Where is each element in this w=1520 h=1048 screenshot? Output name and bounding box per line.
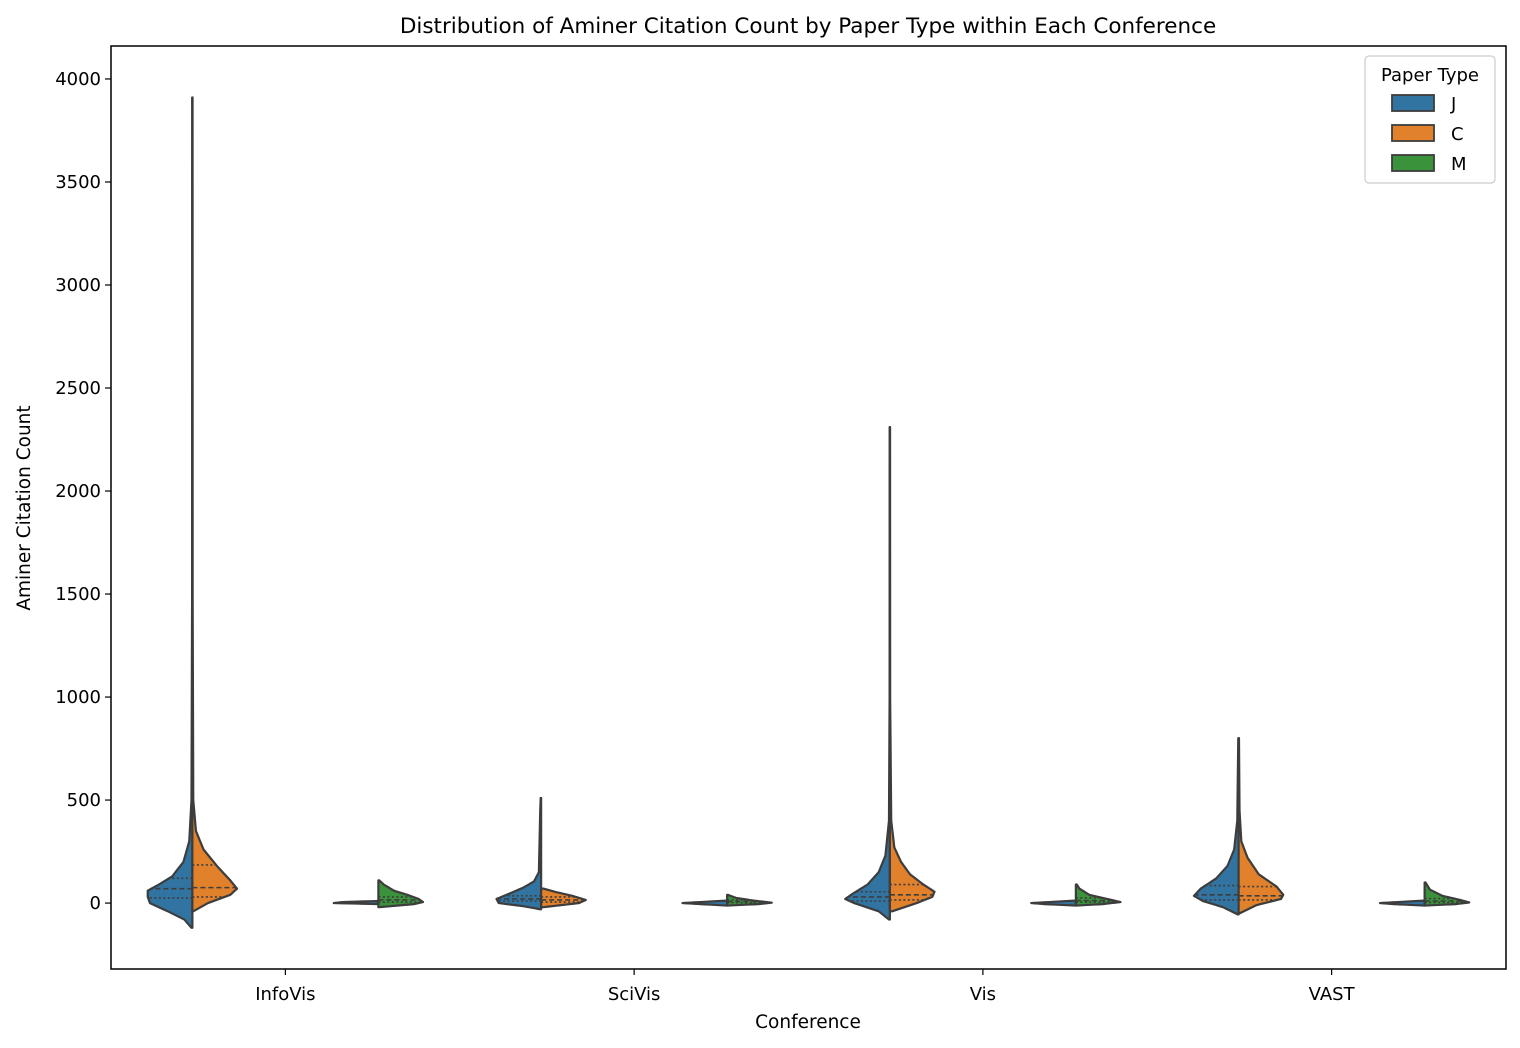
violin-half-j [1192,737,1240,916]
y-tick-label: 500 [67,790,101,811]
violin-half-j [146,96,194,929]
legend-label-c: C [1451,124,1464,145]
y-tick-label: 0 [90,893,101,914]
x-tick-label: VAST [1309,984,1356,1005]
violin-half-j [495,796,543,911]
y-tick-label: 2000 [55,481,101,502]
violin-half-c [540,887,587,909]
violin-half-j [1030,899,1077,907]
x-axis-label: Conference [755,1012,861,1033]
legend: Paper Type JCM [1364,55,1496,184]
legend-swatch-m [1391,154,1435,172]
chart-title: Distribution of Aminer Citation Count by… [400,14,1216,39]
violin-half-c [191,96,239,913]
legend-swatch-j [1391,94,1435,112]
violin-half-j [1378,899,1426,907]
y-tick-label: 4000 [55,69,101,90]
violin-scivis-0 [495,796,587,911]
violin-infovis-0 [146,96,239,929]
legend-label-m: M [1451,154,1467,175]
y-tick-label: 3000 [55,275,101,296]
legend-label-j: J [1450,94,1456,115]
violin-half-c [888,426,936,913]
violin-vis-2 [1030,883,1122,907]
violin-half-m [1423,881,1471,907]
violin-half-j [844,426,891,921]
x-tick-label: Vis [970,984,996,1005]
violin-scivis-2 [681,893,773,907]
axes-frame [110,45,1507,970]
y-tick-label: 1500 [55,584,101,605]
violin-vast-0 [1192,737,1285,916]
violin-vis-0 [844,426,936,921]
plot-area [146,96,1471,929]
y-tick-label: 2500 [55,378,101,399]
y-axis-label: Aminer Citation Count [14,405,35,610]
y-tick-label: 3500 [55,172,101,193]
y-tick-label: 1000 [55,687,101,708]
x-tick-label: InfoVis [255,984,315,1005]
violin-half-m [377,879,425,909]
legend-title: Paper Type [1381,65,1479,86]
legend-frame [1364,55,1496,184]
x-tick-label: SciVis [608,984,661,1005]
violin-infovis-2 [332,879,425,909]
violin-half-c [1237,737,1285,915]
legend-swatch-c [1391,124,1435,142]
violin-half-j [332,899,380,906]
violin-half-m [726,893,773,907]
x-axis: InfoVis SciVis Vis VAST [255,969,1356,1005]
violin-vast-2 [1378,881,1471,907]
y-axis: 0 500 1000 1500 2000 2500 3000 3500 4000 [55,69,111,914]
violin-half-j [681,899,729,907]
